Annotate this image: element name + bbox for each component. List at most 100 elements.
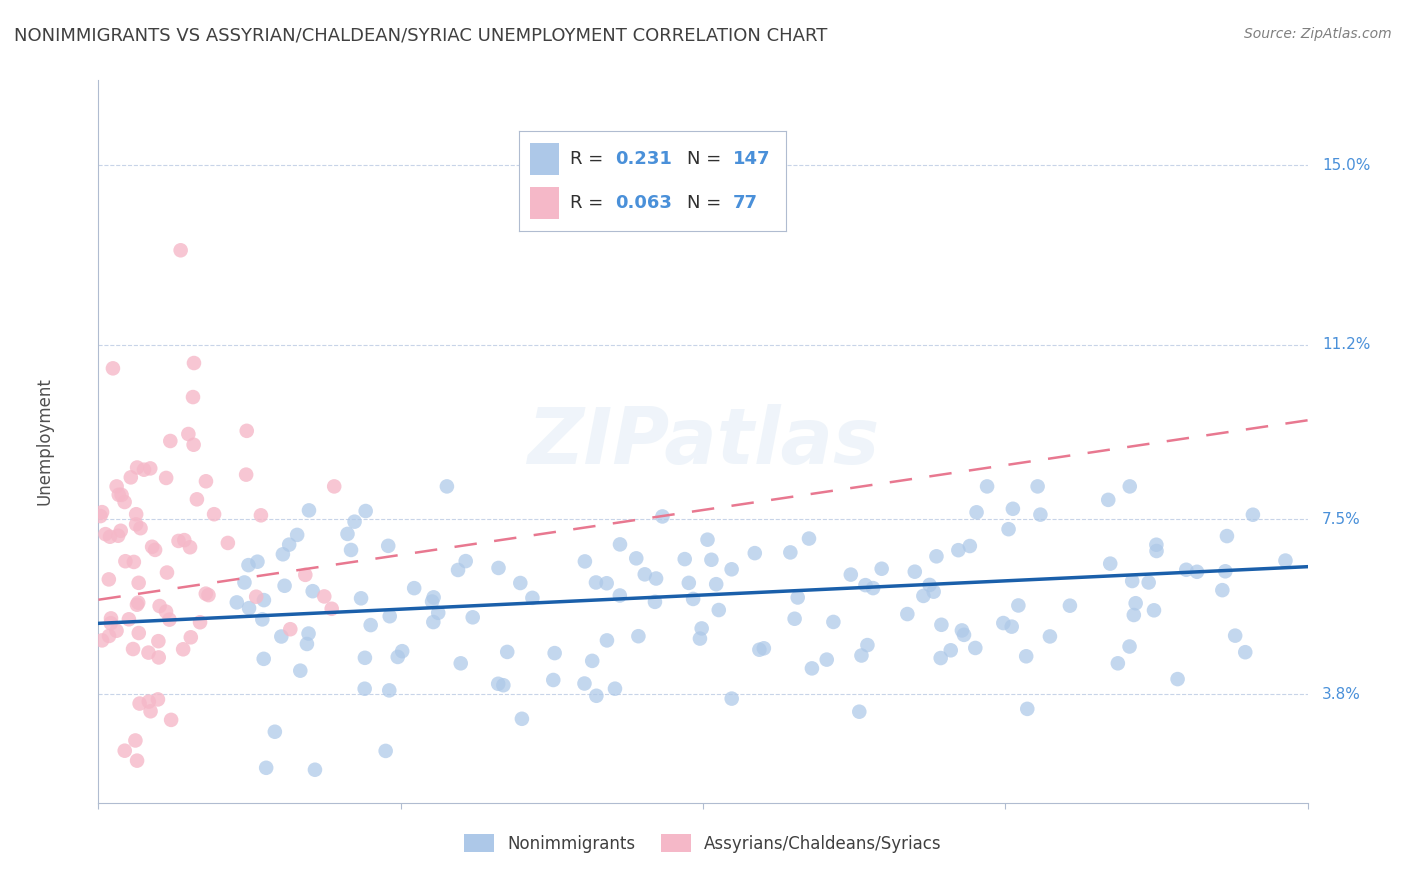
Point [748, 642, 770, 657]
Point [585, 575, 607, 590]
Point [436, 479, 458, 493]
Point [105, 624, 128, 638]
Point [904, 565, 927, 579]
Point [377, 539, 399, 553]
Point [965, 640, 987, 655]
Text: Source: ZipAtlas.com: Source: ZipAtlas.com [1244, 27, 1392, 41]
Point [183, 438, 205, 452]
Point [720, 691, 742, 706]
Point [1118, 640, 1140, 654]
Point [596, 633, 619, 648]
Point [422, 615, 444, 629]
Point [1107, 657, 1129, 671]
Point [948, 543, 970, 558]
Point [159, 434, 181, 448]
Point [752, 641, 775, 656]
Point [114, 554, 136, 568]
Point [815, 652, 838, 666]
Point [783, 612, 806, 626]
Text: 3.8%: 3.8% [1322, 687, 1361, 702]
Point [682, 591, 704, 606]
Point [1211, 583, 1233, 598]
Point [114, 495, 136, 509]
Point [855, 578, 877, 592]
Point [138, 646, 160, 660]
Text: 0.063: 0.063 [614, 194, 672, 211]
Point [1125, 596, 1147, 610]
Point [856, 638, 879, 652]
Point [1241, 508, 1264, 522]
Point [360, 618, 382, 632]
Text: R =: R = [569, 150, 609, 168]
Point [689, 632, 711, 646]
Point [124, 733, 146, 747]
Point [301, 584, 323, 599]
Point [700, 553, 723, 567]
Point [609, 589, 631, 603]
Point [848, 705, 870, 719]
Point [217, 536, 239, 550]
Point [98, 629, 121, 643]
Point [127, 460, 149, 475]
Point [263, 724, 285, 739]
Point [939, 643, 962, 657]
Point [350, 591, 373, 606]
Point [779, 545, 801, 559]
Point [172, 642, 194, 657]
Point [167, 533, 190, 548]
Point [105, 479, 128, 493]
Point [585, 689, 607, 703]
Point [378, 609, 401, 624]
Point [1029, 508, 1052, 522]
Point [169, 244, 191, 258]
Point [235, 467, 257, 482]
Point [138, 695, 160, 709]
Point [1007, 599, 1029, 613]
Point [100, 611, 122, 625]
Point [143, 542, 166, 557]
Point [704, 577, 727, 591]
Point [627, 629, 650, 643]
Point [1137, 575, 1160, 590]
Point [1121, 574, 1143, 588]
Point [110, 488, 132, 502]
Point [173, 533, 195, 548]
Point [107, 488, 129, 502]
Point [918, 578, 941, 592]
Point [343, 515, 366, 529]
Point [125, 507, 148, 521]
Point [912, 589, 935, 603]
Point [1119, 479, 1142, 493]
Point [122, 642, 145, 657]
Point [128, 697, 150, 711]
Point [110, 524, 132, 538]
Point [574, 676, 596, 690]
Point [950, 624, 973, 638]
Point [509, 576, 531, 591]
Text: NONIMMIGRANTS VS ASSYRIAN/CHALDEAN/SYRIAC UNEMPLOYMENT CORRELATION CHART: NONIMMIGRANTS VS ASSYRIAN/CHALDEAN/SYRIA… [14, 27, 828, 45]
Point [354, 650, 377, 665]
Point [160, 713, 183, 727]
Point [273, 579, 295, 593]
Point [1223, 629, 1246, 643]
Point [254, 761, 277, 775]
Text: 0.231: 0.231 [614, 150, 672, 168]
Point [609, 537, 631, 551]
Text: 77: 77 [733, 194, 758, 211]
Point [125, 598, 148, 612]
Point [148, 634, 170, 648]
Point [953, 628, 976, 642]
Point [149, 599, 172, 613]
Text: R =: R = [569, 194, 609, 211]
Point [285, 528, 308, 542]
Point [114, 744, 136, 758]
Point [673, 552, 696, 566]
Point [543, 673, 565, 687]
Point [1213, 564, 1236, 578]
Point [925, 549, 948, 564]
Point [651, 509, 673, 524]
Point [156, 566, 179, 580]
Point [97, 573, 120, 587]
Point [1017, 702, 1039, 716]
Point [851, 648, 873, 663]
